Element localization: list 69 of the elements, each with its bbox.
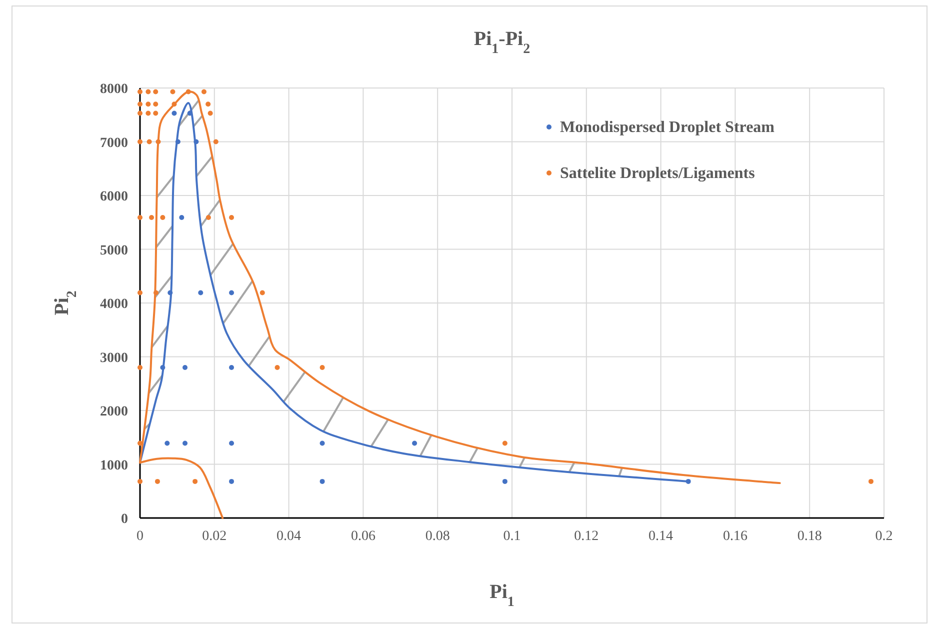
point	[274, 365, 280, 370]
point	[229, 215, 234, 220]
point	[213, 139, 218, 144]
point	[138, 102, 142, 107]
point	[153, 89, 158, 94]
point	[192, 478, 198, 484]
point	[138, 290, 142, 296]
point	[149, 215, 154, 220]
legend-label: Monodispersed Droplet Stream	[560, 119, 776, 136]
x-tick-label: 0.16	[722, 529, 748, 544]
point	[206, 215, 211, 220]
point	[229, 290, 234, 296]
point	[208, 110, 213, 116]
point	[206, 102, 211, 107]
x-tick-label: 0.04	[276, 529, 302, 544]
point	[146, 89, 151, 94]
y-tick-label: 0	[121, 512, 128, 527]
point	[138, 478, 142, 484]
y-tick-label: 6000	[100, 190, 128, 204]
point	[201, 89, 206, 94]
x-tick-label: 0.14	[648, 529, 674, 544]
point	[146, 139, 152, 144]
x-tick-label: 0.1	[503, 529, 521, 544]
x-axis-title: Pi$_{1}$	[490, 581, 514, 610]
point	[229, 440, 234, 446]
point	[138, 110, 142, 116]
y-tick-label: 8000	[100, 82, 128, 97]
point	[138, 139, 142, 144]
point	[138, 89, 142, 94]
x-tick-label: 0.2	[875, 529, 893, 544]
chart-title: Pi$_{1}$-Pi$_{2}$	[474, 28, 530, 56]
legend-label: Sattelite Droplets/Ligaments	[560, 165, 755, 182]
point	[320, 478, 325, 484]
point	[138, 215, 142, 220]
point	[412, 440, 418, 446]
point	[229, 478, 234, 484]
point	[198, 290, 204, 296]
point	[154, 478, 160, 484]
x-tick-label: 0.02	[202, 529, 227, 544]
point	[172, 110, 177, 116]
point	[138, 365, 142, 370]
point	[146, 110, 151, 116]
point	[502, 478, 508, 484]
point	[260, 290, 265, 296]
point	[182, 440, 188, 446]
x-tick-label: 0.12	[574, 529, 599, 544]
point	[153, 102, 158, 107]
point	[229, 365, 234, 370]
point	[320, 365, 325, 370]
x-tick-label: 0.18	[797, 529, 822, 544]
y-tick-label: 5000	[100, 243, 128, 258]
point	[160, 215, 166, 220]
point	[170, 89, 176, 94]
point	[179, 215, 184, 220]
point	[320, 440, 325, 446]
y-tick-label: 2000	[100, 404, 128, 420]
point	[868, 478, 874, 484]
point	[153, 110, 158, 116]
x-tick-label: 0.06	[350, 529, 376, 544]
y-tick-label: 3000	[100, 350, 128, 366]
y-tick-label: 4000	[100, 297, 128, 312]
y-tick-label: 1000	[100, 458, 128, 474]
point	[164, 440, 170, 446]
x-tick-label: 0.08	[425, 529, 450, 544]
x-tick-label: 0	[136, 529, 144, 544]
y-tick-label: 7000	[100, 136, 128, 151]
point	[146, 102, 151, 107]
point	[182, 365, 188, 370]
point	[502, 440, 508, 446]
